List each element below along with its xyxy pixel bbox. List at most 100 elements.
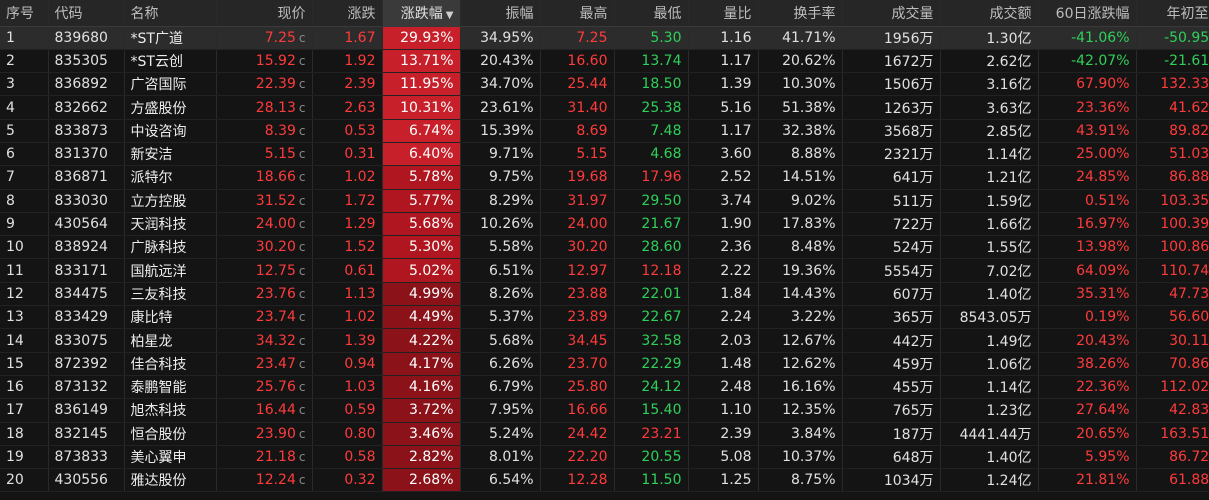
cell-name-value: 泰鹏智能 <box>130 380 187 397</box>
cell-turnover: 12.67% <box>758 328 843 353</box>
cell-amplitude-value: 6.26% <box>489 355 534 372</box>
table-row[interactable]: 10 838924 广脉科技 30.20 c 1.52 5.30% 5.58% 30.20 28.… <box>0 235 1209 260</box>
price-flag: c <box>298 30 306 45</box>
cell-name-value: 恒合股份 <box>130 426 187 443</box>
cell-seq-value: 13 <box>6 309 24 326</box>
cell-turnover: 16.16% <box>758 375 843 400</box>
table-row[interactable]: 3 836892 广咨国际 22.39 c 2.39 11.95% 34.70% 25.44 18… <box>0 72 1209 97</box>
cell-ytd: 89.82% <box>1136 119 1209 143</box>
table-row[interactable]: 4 832662 方盛股份 28.13 c 2.63 10.31% 23.61% 31.40 25… <box>0 95 1209 120</box>
table-row[interactable]: 16 873132 泰鹏智能 25.76 c 1.03 4.16% 6.79% 25.80 24.… <box>0 375 1209 400</box>
table-row[interactable]: 12 834475 三友科技 23.76 c 1.13 4.99% 8.26% 23.88 22.… <box>0 282 1209 307</box>
col-header-60d[interactable]: 60日涨跌幅 <box>1038 0 1137 27</box>
table-row[interactable]: 18 832145 恒合股份 23.90 c 0.80 3.46% 5.24% 24.42 23.… <box>0 422 1209 446</box>
cell-change-value: 2.63 <box>344 99 376 116</box>
cell-price-value: 25.76 <box>255 379 296 396</box>
cell-code-value: 836871 <box>54 169 108 186</box>
col-header-ytd[interactable]: 年初至今 <box>1136 0 1209 27</box>
cell-pct: 4.16% <box>382 375 461 400</box>
cell-change-value: 2.39 <box>344 76 376 93</box>
table-row[interactable]: 15 872392 佳合科技 23.47 c 0.94 4.17% 6.26% 23.70 22.… <box>0 352 1209 376</box>
table-row[interactable]: 17 836149 旭杰科技 16.44 c 0.59 3.72% 7.95% 16.66 15.… <box>0 398 1209 423</box>
table-row[interactable]: 6 831370 新安洁 5.15 c 0.31 6.40% 9.71% 5.15 4.68 3.6… <box>0 142 1209 167</box>
cell-low-value: 22.29 <box>641 355 682 372</box>
table-row[interactable]: 14 833075 柏星龙 34.32 c 1.39 4.22% 5.68% 34.45 32.5… <box>0 328 1209 353</box>
table-row[interactable]: 13 833429 康比特 23.74 c 1.02 4.49% 5.37% 23.89 22.6… <box>0 305 1209 330</box>
table-row[interactable]: 8 833030 立方控股 31.52 c 1.72 5.77% 8.29% 31.97 29.5… <box>0 189 1209 213</box>
price-flag: c <box>298 147 306 162</box>
cell-change-value: 1.39 <box>344 332 376 349</box>
col-header-high[interactable]: 最高 <box>540 0 615 27</box>
cell-60d: 22.36% <box>1038 375 1137 400</box>
table-row[interactable]: 20 430556 雅达股份 12.24 c 0.32 2.68% 6.54% 12.28 11.… <box>0 468 1209 493</box>
cell-pct: 6.40% <box>382 142 461 167</box>
cell-change-value: 0.58 <box>344 448 376 465</box>
cell-volume-ratio-value: 5.08 <box>720 448 752 465</box>
col-header-amount[interactable]: 成交额 <box>940 0 1039 27</box>
cell-seq-value: 9 <box>6 216 15 233</box>
cell-volume: 524万 <box>842 235 941 260</box>
cell-turnover: 12.62% <box>758 352 843 376</box>
cell-low: 20.55 <box>614 445 689 470</box>
cell-volume: 459万 <box>842 352 941 376</box>
cell-60d: 16.97% <box>1038 212 1137 237</box>
cell-amount-value: 4441.44万 <box>959 426 1032 443</box>
cell-seq-value: 6 <box>6 146 15 163</box>
cell-seq-value: 14 <box>6 332 24 349</box>
table-row[interactable]: 19 873833 美心翼申 21.18 c 0.58 2.82% 8.01% 22.20 20.… <box>0 445 1209 470</box>
col-header-pct[interactable]: 涨跌幅 ▼ <box>382 0 461 27</box>
cell-volume-ratio-value: 2.52 <box>720 169 752 186</box>
cell-code-value: 832145 <box>54 425 108 442</box>
table-row[interactable]: 9 430564 天润科技 24.00 c 1.29 5.68% 10.26% 24.00 21.… <box>0 212 1209 237</box>
cell-60d: -42.07% <box>1038 49 1137 74</box>
cell-turnover-value: 19.36% <box>782 262 836 279</box>
col-header-change[interactable]: 涨跌 <box>312 0 383 27</box>
cell-low-value: 7.48 <box>650 122 682 139</box>
cell-ytd-value: -50.95% <box>1164 29 1209 46</box>
cell-amount: 8543.05万 <box>940 305 1039 330</box>
col-header-price[interactable]: 现价 <box>216 0 313 27</box>
col-header-seq[interactable]: 序号 <box>0 0 49 27</box>
cell-60d: 0.19% <box>1038 305 1137 330</box>
cell-code: 836871 <box>48 165 125 190</box>
cell-seq: 17 <box>0 398 49 423</box>
cell-price: 15.92 c <box>216 49 313 74</box>
cell-high: 16.66 <box>540 398 615 423</box>
cell-ytd-value: 132.33% <box>1160 76 1209 93</box>
cell-amount: 3.16亿 <box>940 72 1039 97</box>
cell-low: 18.50 <box>614 72 689 97</box>
cell-price: 7.25 c <box>216 26 313 50</box>
cell-volume-ratio-value: 5.16 <box>720 99 752 116</box>
table-row[interactable]: 11 833171 国航远洋 12.75 c 0.61 5.02% 6.51% 12.97 12.… <box>0 258 1209 283</box>
cell-price: 23.90 c <box>216 422 313 446</box>
cell-seq: 16 <box>0 375 49 400</box>
cell-amount-value: 1.21亿 <box>986 170 1032 187</box>
price-flag: c <box>298 77 306 92</box>
cell-name: 旭杰科技 <box>124 398 217 423</box>
cell-price-value: 7.25 <box>264 29 296 46</box>
cell-turnover-value: 17.83% <box>782 216 836 233</box>
col-header-code[interactable]: 代码 <box>48 0 125 27</box>
col-header-low[interactable]: 最低 <box>614 0 689 27</box>
cell-price-value: 24.00 <box>255 216 296 233</box>
cell-pct: 2.82% <box>382 445 461 470</box>
table-row[interactable]: 2 835305 *ST云创 15.92 c 1.92 13.71% 20.43% 16.60 1… <box>0 49 1209 74</box>
cell-high: 31.40 <box>540 95 615 120</box>
cell-ytd-value: 41.62% <box>1169 99 1209 116</box>
table-row[interactable]: 7 836871 派特尔 18.66 c 1.02 5.78% 9.75% 19.68 17.96… <box>0 165 1209 190</box>
cell-pct-value: 29.93% <box>400 29 454 46</box>
col-header-volume[interactable]: 成交量 <box>842 0 941 27</box>
col-header-turnover[interactable]: 换手率 <box>758 0 843 27</box>
cell-code: 873132 <box>48 375 125 400</box>
col-header-name[interactable]: 名称 <box>124 0 217 27</box>
cell-change-value: 1.29 <box>344 216 376 233</box>
cell-price: 24.00 c <box>216 212 313 237</box>
col-header-amplitude[interactable]: 振幅 <box>460 0 541 27</box>
table-row[interactable]: 5 833873 中设咨询 8.39 c 0.53 6.74% 15.39% 8.69 7.48 1… <box>0 119 1209 143</box>
cell-high: 22.20 <box>540 445 615 470</box>
table-row[interactable]: 1 839680 *ST广道 7.25 c 1.67 29.93% 34.95% 7.25 5.3… <box>0 26 1209 50</box>
cell-high-value: 12.28 <box>567 472 608 489</box>
cell-pct-value: 4.17% <box>409 355 454 372</box>
cell-amplitude-value: 8.01% <box>489 448 534 465</box>
col-header-volume-ratio[interactable]: 量比 <box>688 0 759 27</box>
